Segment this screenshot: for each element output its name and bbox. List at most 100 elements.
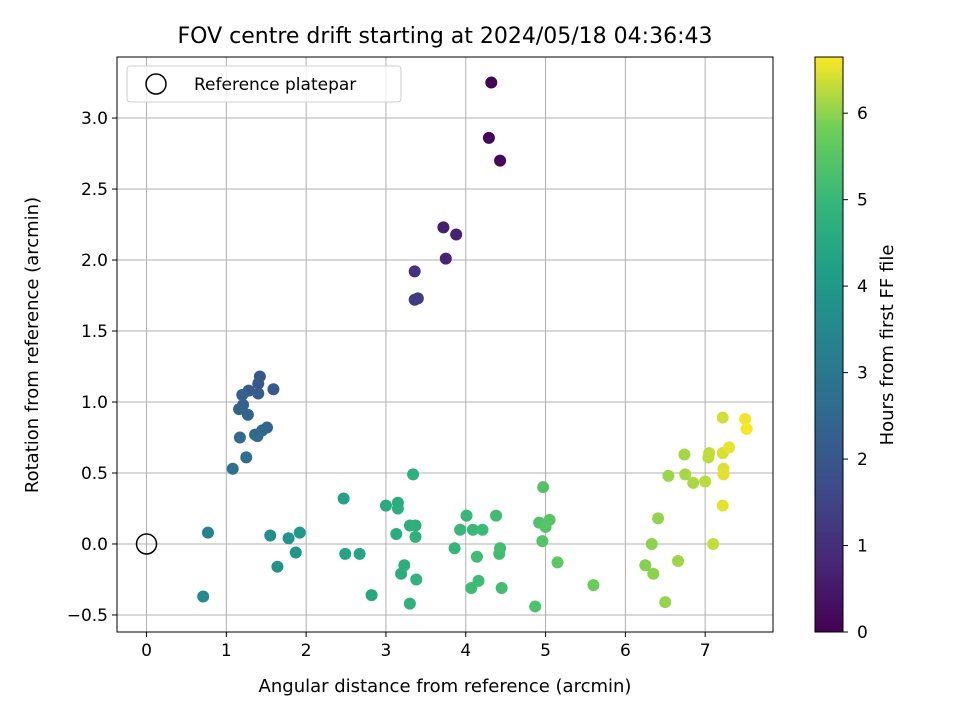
data-point: [398, 559, 411, 572]
data-point: [703, 447, 716, 460]
data-point: [407, 468, 420, 481]
chart-title: FOV centre drift starting at 2024/05/18 …: [178, 24, 713, 49]
y-tick-label: 1.0: [81, 393, 108, 413]
data-point: [485, 76, 498, 89]
x-tick-label: 2: [301, 641, 312, 661]
data-point: [723, 441, 736, 454]
data-point: [411, 292, 424, 305]
data-point: [408, 265, 421, 278]
data-point: [236, 388, 249, 401]
colorbar-gradient: [814, 56, 844, 633]
legend-box: [126, 65, 402, 103]
data-point: [672, 555, 685, 568]
legend-reference-marker: [145, 73, 167, 95]
data-point: [410, 573, 423, 586]
y-tick-label: 2.0: [81, 251, 108, 271]
data-point: [293, 526, 306, 539]
data-point: [543, 513, 556, 526]
y-axis: −0.5 0.0 0.5 1.0 1.5 2.0 2.5 3.0: [67, 109, 117, 626]
data-point: [197, 590, 210, 603]
data-point: [493, 547, 506, 560]
x-tick-label: 3: [381, 641, 392, 661]
data-point: [466, 523, 479, 536]
y-axis-label: Rotation from reference (arcmin): [22, 197, 43, 493]
x-tick-label: 4: [460, 641, 471, 661]
data-point: [241, 408, 254, 421]
data-point: [537, 481, 550, 494]
data-point: [652, 512, 665, 525]
x-tick-label: 1: [221, 641, 232, 661]
data-point: [472, 574, 485, 587]
legend: Reference platepar: [126, 65, 402, 103]
data-point: [490, 509, 503, 522]
data-point: [450, 228, 463, 241]
data-point: [587, 579, 600, 592]
data-point: [448, 542, 461, 555]
data-point: [679, 468, 692, 481]
data-point: [536, 535, 549, 548]
grid: [117, 57, 773, 632]
data-point: [437, 221, 450, 234]
data-point: [659, 596, 672, 609]
colorbar-tick-label: 6: [857, 104, 868, 124]
legend-reference-label: Reference platepar: [194, 75, 356, 95]
data-point: [716, 499, 729, 512]
x-tick-label: 0: [141, 641, 152, 661]
colorbar-ticks: 0 1 2 3 4 5 6: [843, 104, 868, 643]
colorbar-tick-label: 3: [857, 364, 868, 384]
data-point: [339, 547, 352, 560]
data-point: [639, 559, 652, 572]
data-point: [645, 537, 658, 550]
data-point: [379, 499, 392, 512]
data-point: [494, 154, 507, 167]
colorbar-tick-label: 1: [857, 537, 868, 557]
data-point: [529, 600, 542, 613]
data-point: [409, 519, 422, 532]
data-point: [226, 462, 239, 475]
data-point: [403, 597, 416, 610]
reference-platepar-marker: [135, 533, 158, 555]
data-point: [251, 430, 264, 443]
data-point: [337, 492, 350, 505]
data-point: [739, 413, 752, 426]
data-point: [201, 526, 214, 539]
data-point: [662, 469, 675, 482]
colorbar-tick-label: 0: [857, 623, 868, 643]
data-point: [390, 528, 403, 541]
data-point: [365, 589, 378, 602]
data-point: [476, 523, 489, 536]
data-point: [289, 546, 302, 559]
data-point: [740, 422, 753, 435]
colorbar-tick-label: 2: [857, 450, 868, 470]
colorbar-label: Hours from first FF file: [877, 245, 898, 446]
data-point: [439, 252, 452, 265]
y-tick-label: 3.0: [81, 109, 108, 129]
data-point: [717, 468, 730, 481]
data-point: [252, 387, 265, 400]
data-point: [264, 529, 277, 542]
data-point: [716, 411, 729, 424]
data-point: [233, 431, 246, 444]
x-axis-label: Angular distance from reference (arcmin): [259, 676, 632, 697]
data-point: [470, 550, 483, 563]
x-tick-label: 5: [540, 641, 551, 661]
data-point: [252, 377, 265, 390]
data-point: [687, 476, 700, 489]
colorbar-tick-label: 5: [857, 191, 868, 211]
data-point: [282, 532, 295, 545]
y-tick-label: 0.5: [81, 464, 108, 484]
data-point: [409, 530, 422, 543]
colorbar-tick-label: 4: [857, 277, 868, 297]
data-point: [267, 383, 280, 396]
y-tick-label: 2.5: [81, 180, 108, 200]
data-point: [678, 448, 691, 461]
x-tick-label: 7: [700, 641, 711, 661]
scatter-points: [135, 76, 753, 613]
colorbar: 0 1 2 3 4 5 6 Hours from first FF file: [814, 56, 898, 643]
data-point: [699, 475, 712, 488]
data-point: [460, 509, 473, 522]
y-tick-label: 0.0: [81, 535, 108, 555]
data-point: [495, 581, 508, 594]
y-tick-label: −0.5: [67, 606, 108, 626]
data-point: [551, 556, 564, 569]
